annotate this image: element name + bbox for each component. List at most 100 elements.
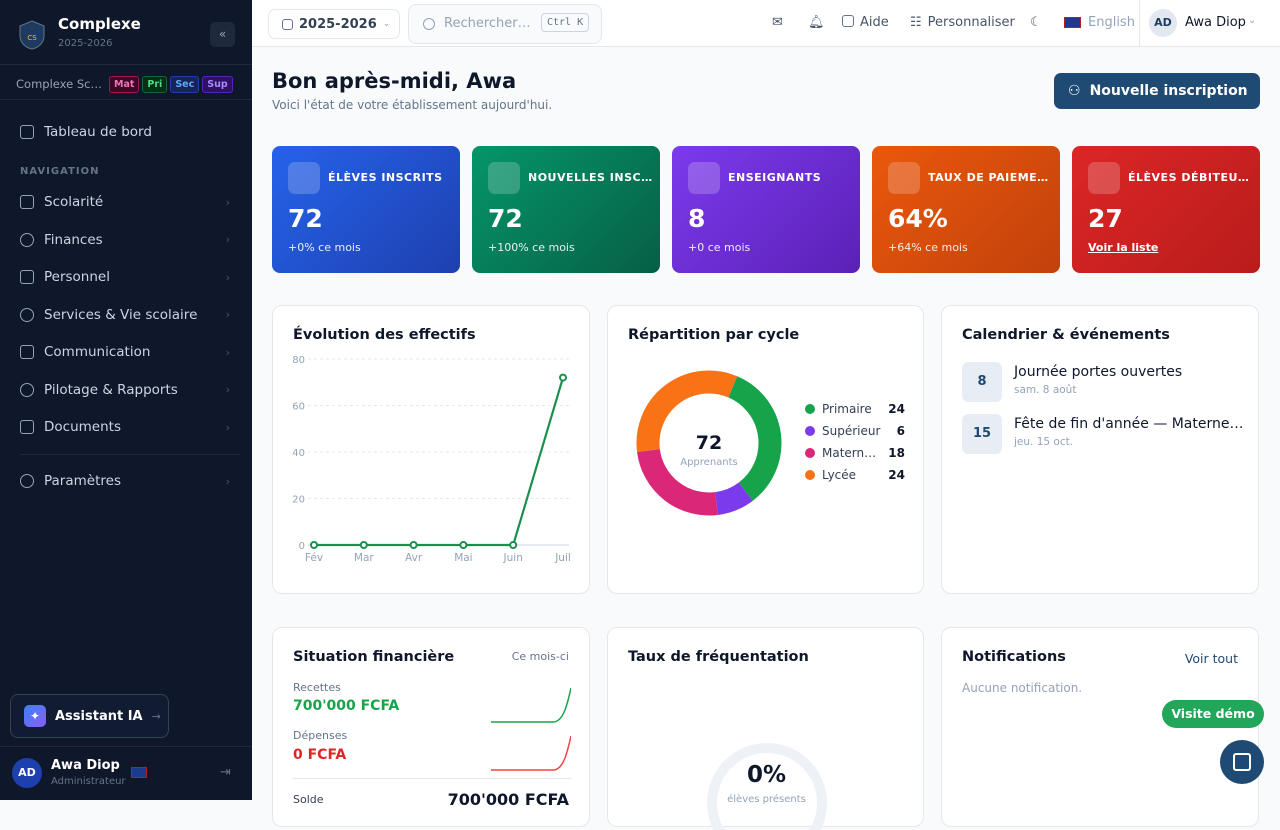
- sidebar: CS Complexe 2025-2026 « Complexe Sc… Mat…: [0, 0, 252, 800]
- nav-item[interactable]: Paramètres ›: [20, 473, 230, 489]
- panel-title: Évolution des effectifs: [293, 327, 476, 343]
- stat-label: TAUX DE PAIEME…: [928, 171, 1049, 184]
- avatar[interactable]: AD: [1149, 9, 1177, 37]
- customize[interactable]: ☷ Personnaliser: [910, 15, 1015, 30]
- icon: [20, 420, 34, 434]
- svg-text:CS: CS: [27, 34, 37, 42]
- search[interactable]: Rechercher… Ctrl K: [408, 4, 602, 44]
- legend-value: 24: [888, 402, 905, 416]
- point: [559, 373, 567, 382]
- icon: [20, 345, 34, 359]
- period: Ce mois-ci: [511, 650, 569, 663]
- nav-item[interactable]: Personnel ›: [20, 269, 230, 285]
- panel-title: Calendrier & événements: [962, 327, 1170, 343]
- brand: Complexe: [58, 15, 141, 33]
- see-all[interactable]: Voir tout: [1184, 651, 1238, 666]
- mail[interactable]: ✉: [772, 15, 783, 30]
- legend-label: Primaire: [822, 402, 872, 416]
- arrow: →: [151, 709, 161, 723]
- stat-value: 64%: [888, 204, 948, 233]
- icon: [20, 195, 34, 209]
- stat-icon: [888, 162, 920, 194]
- nav-item[interactable]: Scolarité ›: [20, 194, 230, 210]
- collapse-button[interactable]: «: [210, 22, 235, 47]
- icon: [20, 125, 34, 139]
- topbar: 2025-2026 ⌄ Rechercher… Ctrl K ✉ 🔔︎ Aide …: [252, 0, 1280, 47]
- x-tick-label: Avr: [405, 552, 423, 564]
- stat-link[interactable]: Voir la liste: [1088, 241, 1159, 254]
- legend-swatch: [805, 448, 815, 458]
- line: [314, 377, 565, 547]
- nav-item[interactable]: Documents ›: [20, 419, 230, 435]
- stat-value: 27: [1088, 204, 1123, 233]
- chevron: ›: [225, 345, 230, 359]
- year-selector[interactable]: 2025-2026 ⌄: [268, 9, 400, 39]
- chevron: ›: [225, 474, 230, 488]
- user-role: Administrateur: [51, 776, 126, 787]
- y-tick-label: 20: [292, 495, 305, 506]
- stat-note: +100% ce mois: [488, 241, 575, 254]
- chat-button[interactable]: [1220, 740, 1264, 784]
- divider: [0, 64, 252, 65]
- point: [409, 541, 418, 549]
- nav-item[interactable]: Finances ›: [20, 232, 230, 248]
- logo: CS: [19, 20, 45, 50]
- avatar: AD: [12, 758, 42, 788]
- legend-swatch: [805, 426, 815, 436]
- stat-label: ÉLÈVES DÉBITEU…: [1128, 171, 1250, 184]
- stat-card: ÉLÈVES INSCRITS 72 +0% ce mois: [272, 146, 460, 273]
- divider: [0, 746, 252, 747]
- nav-item[interactable]: Pilotage & Rapports ›: [20, 382, 230, 398]
- nav-label: Services & Vie scolaire: [44, 306, 198, 323]
- point: [509, 541, 518, 549]
- user-name[interactable]: Awa Diop: [1185, 15, 1246, 30]
- logout[interactable]: ⇥: [220, 765, 231, 780]
- button-label: Nouvelle inscription: [1089, 83, 1248, 99]
- icon: ☷: [910, 15, 922, 30]
- nav-item[interactable]: Services & Vie scolaire ›: [20, 307, 230, 323]
- nav-label: Documents: [44, 419, 121, 435]
- divider: [1139, 0, 1140, 47]
- divider: [293, 778, 571, 779]
- demo-button[interactable]: Visite démo: [1162, 700, 1264, 728]
- panel-title: Situation financière: [293, 649, 455, 665]
- nav-label: Tableau de bord: [44, 124, 152, 140]
- flag[interactable]: [131, 767, 147, 778]
- chevron: ›: [225, 383, 230, 396]
- point: [459, 541, 468, 549]
- bell[interactable]: 🔔︎: [808, 15, 825, 30]
- icon: [20, 474, 34, 488]
- panel-title: Notifications: [962, 649, 1066, 665]
- nav-item[interactable]: Communication ›: [20, 344, 230, 360]
- legend-label: Matern…: [822, 446, 876, 460]
- stat-note: +0% ce mois: [288, 241, 361, 254]
- help[interactable]: Aide: [842, 15, 889, 30]
- legend-label: Supérieur: [822, 424, 880, 438]
- theme-toggle[interactable]: ☾: [1030, 15, 1042, 30]
- y-tick-label: 40: [292, 448, 305, 459]
- new-enrollment-button[interactable]: ⚇ Nouvelle inscription: [1054, 73, 1260, 109]
- total-label: Apprenants: [680, 457, 738, 468]
- assistant-icon: ✦: [24, 705, 46, 727]
- chevron: ⌄: [1248, 15, 1257, 26]
- y-tick-label: 0: [299, 541, 305, 552]
- stat-value: 8: [688, 204, 706, 233]
- stat-card: NOUVELLES INSC… 72 +100% ce mois: [472, 146, 660, 273]
- nav-item[interactable]: Tableau de bord: [20, 124, 230, 140]
- level-badge: Sup: [202, 76, 233, 93]
- panel-title: Taux de fréquentation: [628, 649, 809, 665]
- flag: [1064, 17, 1081, 28]
- chevron: ⌄: [382, 19, 391, 29]
- level-badge: Mat: [109, 76, 140, 93]
- language[interactable]: English: [1064, 15, 1135, 30]
- x-tick-label: Fév: [305, 552, 323, 564]
- chevron: ›: [225, 420, 230, 434]
- stat-label: ENSEIGNANTS: [728, 171, 822, 184]
- y-tick-label: 80: [292, 355, 305, 366]
- stat-card: TAUX DE PAIEME… 64% +64% ce mois: [872, 146, 1060, 273]
- event-title: Journée portes ouvertes: [1014, 364, 1183, 380]
- assistant-button[interactable]: ✦ Assistant IA →: [10, 694, 169, 738]
- event-date: sam. 8 août: [1014, 384, 1077, 396]
